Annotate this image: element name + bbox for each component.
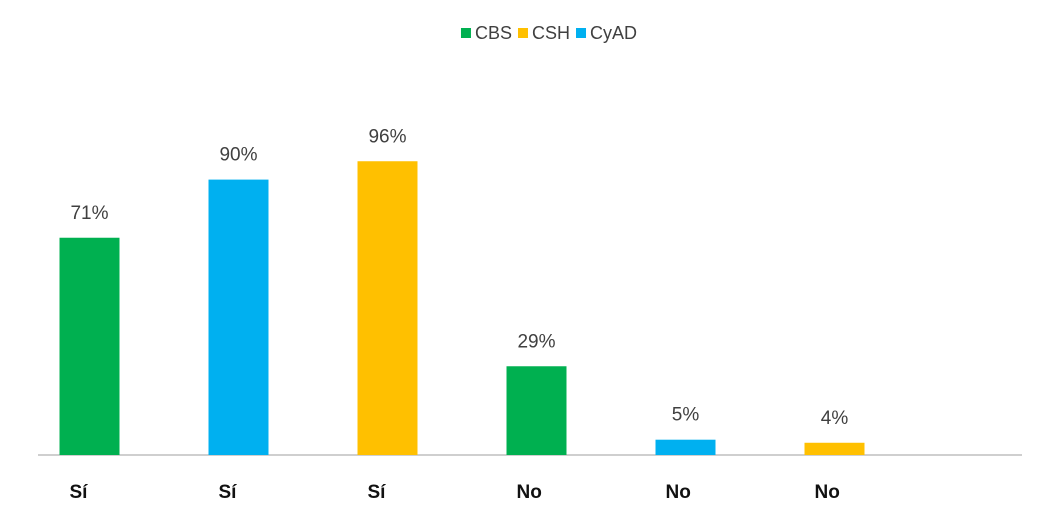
legend-swatch	[576, 28, 587, 38]
bar	[804, 442, 865, 455]
data-label: 96%	[368, 126, 406, 147]
x-tick-label: Sí	[368, 482, 387, 503]
bar	[208, 179, 269, 455]
data-label: 5%	[672, 405, 700, 426]
legend-label: CyAD	[590, 23, 637, 43]
data-label: 71%	[70, 203, 108, 224]
data-label: 4%	[821, 408, 849, 429]
bar	[655, 439, 716, 455]
x-tick-label: No	[517, 482, 542, 503]
bar	[59, 237, 120, 455]
x-tick-label: No	[666, 482, 691, 503]
legend-swatch	[517, 28, 528, 38]
legend-label: CBS	[475, 23, 512, 43]
data-label: 29%	[517, 331, 555, 352]
bar	[506, 366, 567, 455]
x-tick-label: No	[815, 482, 840, 503]
data-label: 90%	[219, 145, 257, 166]
x-tick-label: Sí	[70, 482, 89, 503]
bar	[357, 161, 418, 456]
legend-label: CSH	[532, 23, 570, 43]
x-tick-label: Sí	[219, 482, 238, 503]
legend-swatch	[460, 28, 471, 38]
